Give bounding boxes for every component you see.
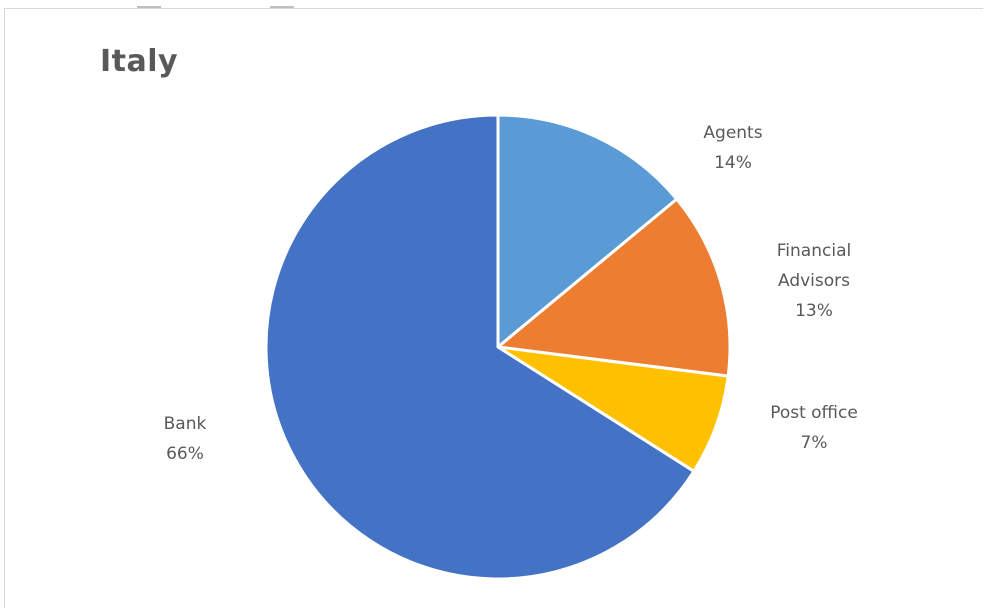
- data-label-post-office: Post office 7%: [770, 403, 858, 453]
- data-label-agents: Agents 14%: [703, 123, 762, 173]
- data-label-line: 14%: [714, 153, 752, 173]
- data-label-bank: Bank 66%: [164, 414, 207, 464]
- pie-slice-bank: [264, 113, 696, 581]
- data-label-financial-advisors: Financial Advisors 13%: [777, 241, 851, 321]
- chart-tick-mark: [137, 6, 161, 8]
- chart-title: Italy: [100, 44, 179, 79]
- data-label-line: Post office: [770, 403, 858, 423]
- data-label-line: Advisors: [778, 271, 850, 291]
- data-label-line: Agents: [703, 123, 762, 143]
- pie-slice-post-office: [496, 345, 730, 473]
- chart-tick-mark: [270, 6, 294, 8]
- data-label-line: Financial: [777, 241, 851, 261]
- data-label-line: 13%: [795, 301, 833, 321]
- data-label-line: 66%: [166, 444, 204, 464]
- pie-slice-agents: [496, 113, 679, 349]
- data-label-line: 7%: [801, 433, 828, 453]
- data-label-line: Bank: [164, 414, 207, 434]
- pie-slices: [264, 113, 732, 581]
- pie-slice-financial-advisors: [496, 197, 732, 378]
- chart-frame: [4, 8, 983, 608]
- pie-data-labels: Agents 14% Financial Advisors 13% Post office…: [164, 123, 858, 464]
